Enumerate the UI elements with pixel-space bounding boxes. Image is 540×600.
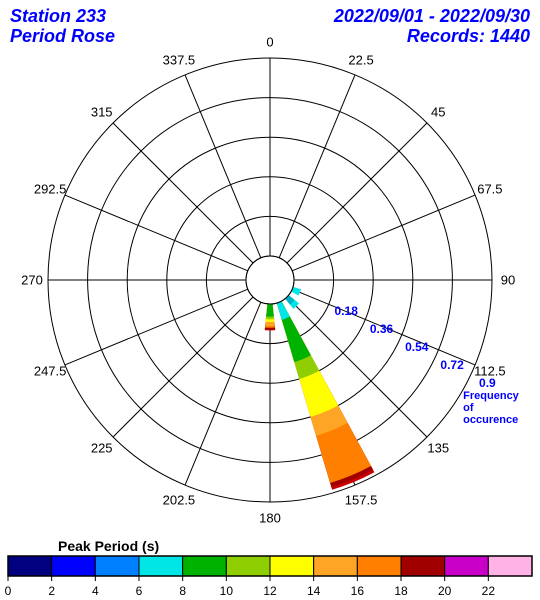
angle-label: 180 xyxy=(259,511,281,526)
radial-tick-label: 0.54 xyxy=(405,340,428,354)
colorbar-tick: 10 xyxy=(220,584,233,598)
colorbar-tick: 22 xyxy=(482,584,495,598)
angle-label: 270 xyxy=(21,273,43,288)
colorbar-tick: 6 xyxy=(136,584,143,598)
colorbar-tick: 8 xyxy=(179,584,186,598)
angle-label: 45 xyxy=(431,104,445,119)
colorbar-tick: 14 xyxy=(307,584,320,598)
radial-tick-label: 0.9 xyxy=(479,376,496,390)
colorbar-tick: 20 xyxy=(438,584,451,598)
radial-tick-label: 0.18 xyxy=(335,304,358,318)
angle-label: 67.5 xyxy=(477,181,502,196)
angle-label: 315 xyxy=(91,104,113,119)
colorbar-tick: 2 xyxy=(48,584,55,598)
frequency-label: Frequencyofoccurence xyxy=(463,390,519,426)
angle-label: 22.5 xyxy=(348,53,373,68)
colorbar-tick: 12 xyxy=(263,584,276,598)
radial-tick-label: 0.72 xyxy=(440,358,463,372)
angle-label: 337.5 xyxy=(163,53,196,68)
angle-label: 135 xyxy=(427,441,449,456)
colorbar-tick: 18 xyxy=(394,584,407,598)
angle-label: 202.5 xyxy=(163,492,196,507)
angle-label: 157.5 xyxy=(345,492,378,507)
angle-label: 225 xyxy=(91,441,113,456)
angle-label: 0 xyxy=(266,35,273,50)
angle-label: 247.5 xyxy=(34,364,67,379)
radial-tick-label: 0.36 xyxy=(370,322,393,336)
colorbar-tick: 0 xyxy=(5,584,12,598)
angle-label: 90 xyxy=(501,273,515,288)
angle-label: 292.5 xyxy=(34,181,67,196)
colorbar-tick: 16 xyxy=(351,584,364,598)
colorbar-tick: 4 xyxy=(92,584,99,598)
